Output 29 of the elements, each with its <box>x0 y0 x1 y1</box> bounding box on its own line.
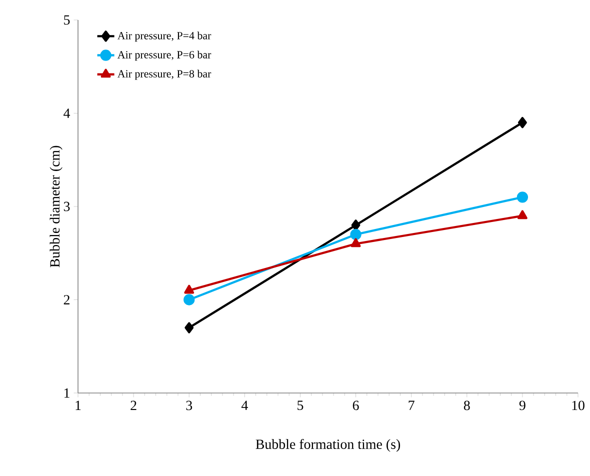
x-tick-label: 5 <box>298 400 304 410</box>
y-tick-label: 5 <box>64 15 70 25</box>
point <box>184 294 195 306</box>
point <box>350 228 362 240</box>
x-tick-label: 1 <box>76 400 81 410</box>
x-tick-label: 2 <box>130 400 136 410</box>
y-tick-label: 4 <box>64 108 70 118</box>
x-tick-label: 10 <box>572 400 584 410</box>
legend-label: Air pressure, P=6 bar <box>117 50 212 61</box>
x-tick-label: 4 <box>241 400 248 410</box>
point <box>350 238 361 248</box>
x-tick-label: 6 <box>352 400 359 410</box>
legend-label: Air pressure, P=4 bar <box>117 32 212 42</box>
y-axis-title: Bubble diameter (cm) <box>50 146 62 268</box>
point <box>517 210 528 220</box>
x-axis-title: Bubble formation time (s) <box>256 439 400 452</box>
point <box>184 284 194 294</box>
x-tick-label: 8 <box>464 400 470 410</box>
y-tick-label: 3 <box>64 202 70 212</box>
x-tick-label: 7 <box>408 400 414 410</box>
y-tick-label: 1 <box>64 388 70 398</box>
legend-label: Air pressure, P=8 bar <box>117 70 212 80</box>
x-tick-label: 9 <box>519 400 526 410</box>
point <box>351 220 360 231</box>
y-tick-label: 2 <box>64 295 70 304</box>
point <box>518 116 527 128</box>
point <box>184 322 194 334</box>
point <box>516 192 528 203</box>
x-tick-label: 3 <box>186 400 192 410</box>
